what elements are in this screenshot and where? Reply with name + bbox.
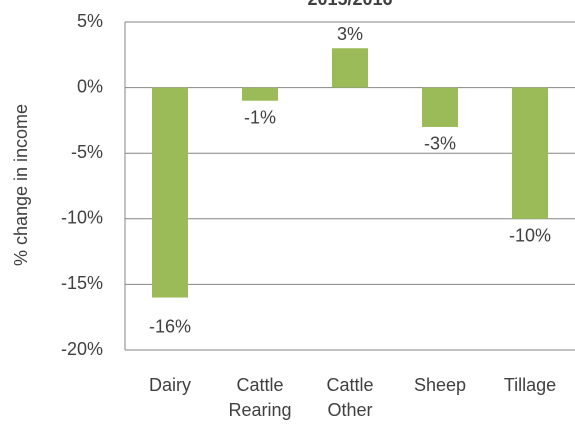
chart-title: 2015/2016 xyxy=(307,0,392,9)
x-tick-label: Cattle Other xyxy=(326,375,374,420)
y-tick-label: 0% xyxy=(77,76,103,96)
data-label: -10% xyxy=(509,226,551,246)
data-label: -1% xyxy=(244,107,276,127)
y-axis-label: % change in income xyxy=(11,104,31,266)
y-tick-label: -10% xyxy=(61,208,103,228)
bar xyxy=(332,48,368,88)
y-tick-label: -5% xyxy=(71,142,103,162)
bar xyxy=(422,87,458,127)
y-tick-label: -15% xyxy=(61,273,103,293)
y-tick-label: 5% xyxy=(77,11,103,31)
x-tick-label: Dairy xyxy=(148,375,191,395)
data-label: -16% xyxy=(149,316,191,336)
data-label: -3% xyxy=(424,134,456,154)
data-label: 3% xyxy=(337,24,363,44)
y-tick-label: -20% xyxy=(61,339,103,359)
bar xyxy=(152,87,188,298)
x-tick-label: Cattle Rearing xyxy=(228,375,292,420)
x-tick-label: Tillage xyxy=(503,375,557,395)
x-tick-label: Sheep xyxy=(413,375,467,395)
bar xyxy=(512,87,548,219)
bar xyxy=(242,87,278,101)
